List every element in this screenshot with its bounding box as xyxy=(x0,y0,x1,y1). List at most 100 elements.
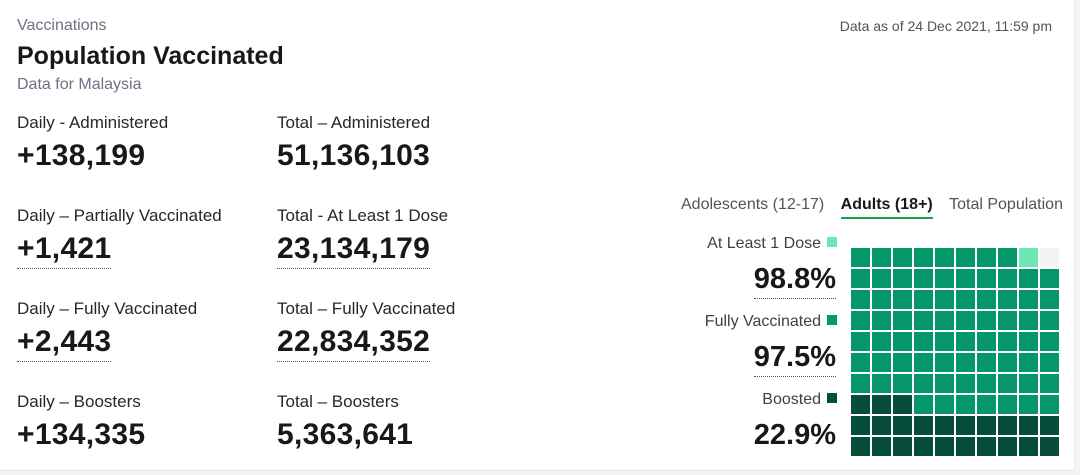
tab-adolescents[interactable]: Adolescents (12-17) xyxy=(681,196,825,213)
waffle-cell-fully-vaccinated xyxy=(1019,374,1038,393)
waffle-cell-fully-vaccinated xyxy=(914,248,933,267)
total-boosters-value: 5,363,641 xyxy=(277,418,414,451)
daily-full-label: Daily – Fully Vaccinated xyxy=(17,299,198,318)
waffle-cell-fully-vaccinated xyxy=(935,269,954,288)
one-dose-percent[interactable]: 98.8% xyxy=(753,263,836,299)
waffle-cell-fully-vaccinated xyxy=(851,374,870,393)
total-boosters-label: Total – Boosters xyxy=(277,392,399,411)
waffle-cell-fully-vaccinated xyxy=(1040,311,1059,330)
waffle-cell-fully-vaccinated xyxy=(1040,290,1059,309)
waffle-cell-fully-vaccinated xyxy=(914,374,933,393)
waffle-cell-fully-vaccinated xyxy=(851,332,870,351)
waffle-cell-fully-vaccinated xyxy=(914,290,933,309)
waffle-cell-boosted xyxy=(893,395,912,414)
waffle-cell-fully-vaccinated xyxy=(956,248,975,267)
tab-total-population[interactable]: Total Population xyxy=(949,196,1063,213)
legend-full: Fully Vaccinated xyxy=(705,313,837,331)
data-timestamp: Data as of 24 Dec 2021, 11:59 pm xyxy=(839,18,1052,34)
waffle-cell-one-dose xyxy=(1019,248,1038,267)
waffle-cell-fully-vaccinated xyxy=(935,248,954,267)
waffle-cell-fully-vaccinated xyxy=(1040,332,1059,351)
waffle-cell-boosted xyxy=(851,416,870,435)
waffle-cell-fully-vaccinated xyxy=(977,311,996,330)
waffle-cell-fully-vaccinated xyxy=(956,290,975,309)
waffle-cell-boosted xyxy=(956,437,975,456)
page-title: Population Vaccinated xyxy=(17,42,284,70)
waffle-cell-fully-vaccinated xyxy=(977,269,996,288)
waffle-cell-fully-vaccinated xyxy=(893,311,912,330)
waffle-cell-fully-vaccinated xyxy=(956,311,975,330)
waffle-cell-boosted xyxy=(1019,437,1038,456)
legend-full-swatch xyxy=(827,315,837,325)
waffle-cell-fully-vaccinated xyxy=(977,290,996,309)
section-label: Vaccinations xyxy=(17,17,107,34)
legend-full-label: Fully Vaccinated xyxy=(704,313,821,330)
waffle-cell-fully-vaccinated xyxy=(1040,374,1059,393)
legend-one-dose-label: At Least 1 Dose xyxy=(707,235,821,252)
boosted-percent: 22.9% xyxy=(753,419,836,451)
waffle-cell-fully-vaccinated xyxy=(977,248,996,267)
waffle-cell-fully-vaccinated xyxy=(893,248,912,267)
total-one-dose-value[interactable]: 23,134,179 xyxy=(277,232,431,269)
waffle-cell-fully-vaccinated xyxy=(872,374,891,393)
waffle-cell-fully-vaccinated xyxy=(935,332,954,351)
waffle-cell-boosted xyxy=(893,416,912,435)
legend-one-dose: At Least 1 Dose xyxy=(707,235,837,253)
waffle-cell-fully-vaccinated xyxy=(872,290,891,309)
waffle-cell-fully-vaccinated xyxy=(956,332,975,351)
waffle-cell-fully-vaccinated xyxy=(956,353,975,372)
waffle-cell-fully-vaccinated xyxy=(872,353,891,372)
waffle-cell-fully-vaccinated xyxy=(893,269,912,288)
waffle-cell-fully-vaccinated xyxy=(914,395,933,414)
waffle-cell-boosted xyxy=(1040,416,1059,435)
waffle-cell-fully-vaccinated xyxy=(956,269,975,288)
waffle-cell-boosted xyxy=(893,437,912,456)
daily-full-value[interactable]: +2,443 xyxy=(17,325,112,362)
waffle-cell-fully-vaccinated xyxy=(893,290,912,309)
waffle-cell-fully-vaccinated xyxy=(1019,395,1038,414)
waffle-cell-fully-vaccinated xyxy=(998,269,1017,288)
waffle-cell-fully-vaccinated xyxy=(998,290,1017,309)
waffle-cell-fully-vaccinated xyxy=(851,248,870,267)
daily-partial-value[interactable]: +1,421 xyxy=(17,232,112,269)
total-one-dose-label: Total - At Least 1 Dose xyxy=(277,206,449,225)
waffle-cell-fully-vaccinated xyxy=(998,311,1017,330)
waffle-cell-fully-vaccinated xyxy=(914,353,933,372)
waffle-cell-boosted xyxy=(956,416,975,435)
waffle-cell-fully-vaccinated xyxy=(956,395,975,414)
waffle-cell-boosted xyxy=(998,437,1017,456)
full-percent[interactable]: 97.5% xyxy=(753,341,836,377)
total-full-value[interactable]: 22,834,352 xyxy=(277,325,431,362)
waffle-cell-fully-vaccinated xyxy=(1019,311,1038,330)
population-tabs: Adolescents (12-17) Adults (18+) Total P… xyxy=(681,196,1063,219)
daily-partial-label: Daily – Partially Vaccinated xyxy=(17,206,222,225)
waffle-cell-fully-vaccinated xyxy=(872,332,891,351)
waffle-cell-boosted xyxy=(872,395,891,414)
waffle-cell-fully-vaccinated xyxy=(998,374,1017,393)
waffle-cell-fully-vaccinated xyxy=(998,332,1017,351)
waffle-cell-fully-vaccinated xyxy=(935,353,954,372)
total-full-label: Total – Fully Vaccinated xyxy=(277,299,456,318)
legend-boosted: Boosted xyxy=(762,391,837,409)
waffle-cell-fully-vaccinated xyxy=(1040,353,1059,372)
waffle-cell-fully-vaccinated xyxy=(914,269,933,288)
waffle-cell-fully-vaccinated xyxy=(935,290,954,309)
waffle-cell-fully-vaccinated xyxy=(1019,290,1038,309)
waffle-cell-fully-vaccinated xyxy=(1040,395,1059,414)
daily-administered-value: +138,199 xyxy=(17,139,146,172)
waffle-cell-boosted xyxy=(851,395,870,414)
legend-one-dose-swatch xyxy=(827,237,837,247)
waffle-cell-fully-vaccinated xyxy=(998,395,1017,414)
tab-adults[interactable]: Adults (18+) xyxy=(840,196,933,219)
waffle-cell-boosted xyxy=(914,416,933,435)
legend-boosted-label: Boosted xyxy=(762,391,821,408)
waffle-cell-fully-vaccinated xyxy=(893,353,912,372)
waffle-cell-boosted xyxy=(872,437,891,456)
waffle-cell-fully-vaccinated xyxy=(977,374,996,393)
waffle-cell-fully-vaccinated xyxy=(851,311,870,330)
waffle-cell-fully-vaccinated xyxy=(851,269,870,288)
waffle-cell-boosted xyxy=(872,416,891,435)
waffle-cell-fully-vaccinated xyxy=(956,374,975,393)
waffle-cell-fully-vaccinated xyxy=(977,332,996,351)
